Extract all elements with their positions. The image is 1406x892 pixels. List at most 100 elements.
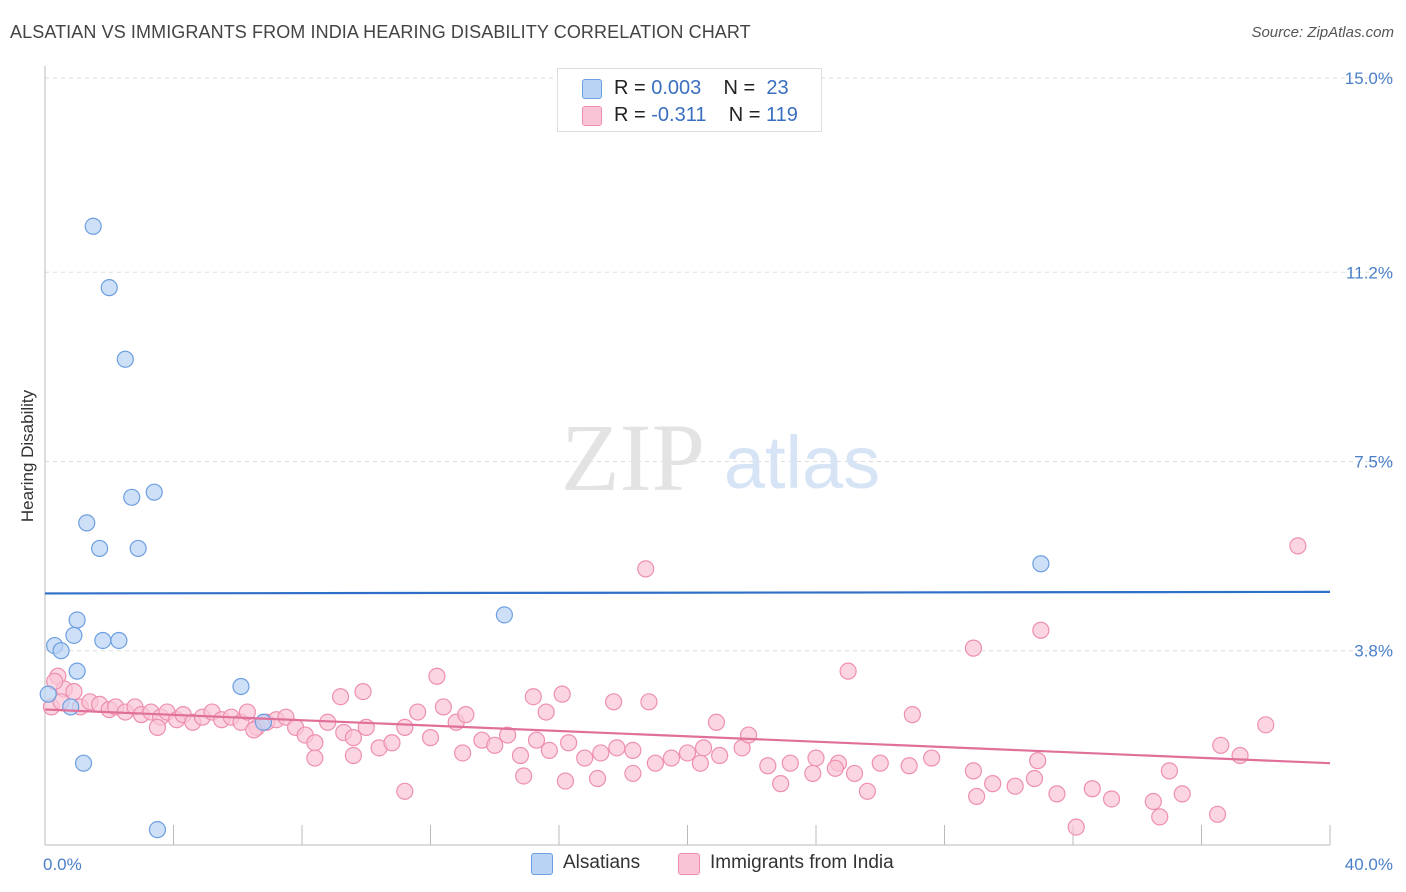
india-point: [662, 749, 681, 767]
india-point: [964, 639, 983, 657]
india-point: [1212, 736, 1230, 754]
india-point: [148, 718, 167, 736]
india-point: [537, 703, 555, 721]
india-point: [781, 754, 799, 772]
india-point: [396, 782, 414, 800]
watermark-zip: ZIP: [561, 404, 705, 511]
india-point: [65, 682, 83, 701]
india-point: [331, 688, 350, 706]
alsatian-swatch: [531, 853, 553, 875]
legend-r-value: -0.311: [651, 104, 707, 126]
alsatian-point: [65, 626, 83, 644]
india-point: [1029, 752, 1047, 770]
legend-r-label: R =: [614, 77, 652, 99]
trend-lines: [44, 590, 1331, 765]
watermark: ZIP atlas: [561, 404, 880, 511]
india-point: [694, 739, 713, 757]
india-point: [556, 772, 575, 790]
india-point: [434, 698, 452, 716]
india-point: [421, 729, 440, 747]
axes: [44, 66, 1331, 846]
india-point: [1289, 537, 1307, 555]
india-point: [646, 754, 664, 772]
india-point: [637, 560, 655, 578]
watermark-atlas: atlas: [724, 421, 880, 504]
india-point: [1067, 818, 1085, 836]
india-point: [678, 744, 697, 762]
alsatian-point: [1032, 555, 1050, 573]
y-tick-label: 3.8%: [1354, 642, 1393, 661]
india-point: [804, 764, 822, 783]
x-tick-label: 40.0%: [1345, 855, 1393, 874]
india-point: [772, 775, 790, 793]
india-point: [691, 754, 709, 772]
india-swatch: [678, 853, 700, 875]
india-point: [1083, 780, 1101, 798]
india-point: [923, 749, 941, 767]
legend-r-value: 0.003: [651, 77, 702, 99]
india-point: [1006, 777, 1024, 795]
india-point: [711, 746, 729, 765]
bottom-legend-label: Immigrants from India: [710, 852, 894, 873]
india-point: [624, 764, 642, 783]
x-tick-label: 0.0%: [43, 855, 82, 874]
india-point: [1231, 746, 1249, 765]
india-point: [592, 744, 610, 762]
india-point: [640, 693, 658, 711]
india-point: [576, 749, 594, 767]
source-credit: Source: ZipAtlas.com: [1251, 24, 1394, 41]
alsatian-point: [123, 488, 141, 506]
india-point: [826, 759, 844, 777]
legend-r-label: R =: [614, 104, 652, 126]
alsatian-point: [62, 698, 80, 716]
alsatian-points: [39, 217, 1050, 839]
india-point: [344, 729, 362, 747]
india-point: [1032, 621, 1050, 639]
india-point: [486, 736, 504, 754]
alsatian-point: [52, 642, 70, 660]
india-point: [1144, 792, 1162, 811]
india-point: [1151, 808, 1169, 826]
india-point: [858, 782, 877, 800]
y-axis-label: Hearing Disability: [18, 389, 37, 522]
india-point: [527, 731, 546, 749]
india-point: [1173, 785, 1191, 803]
india-point: [739, 726, 758, 744]
chart-title: ALSATIAN VS IMMIGRANTS FROM INDIA HEARIN…: [10, 22, 751, 42]
alsatian-point: [495, 606, 513, 624]
alsatian-point: [116, 350, 134, 368]
india-point: [1025, 769, 1044, 788]
alsatian-point: [254, 713, 273, 731]
india-point: [383, 734, 401, 752]
india-point: [511, 746, 530, 765]
bottom-legend-label: Alsatians: [563, 852, 641, 873]
india-point: [964, 762, 983, 780]
alsatian-point: [68, 611, 86, 629]
alsatian-point: [145, 483, 163, 501]
india-trend-line: [44, 708, 1331, 765]
gridlines: [45, 77, 1395, 652]
alsatian-point: [84, 217, 102, 235]
india-point: [540, 741, 558, 760]
india-point: [984, 775, 1002, 793]
alsatian-point: [74, 754, 93, 772]
india-point: [1048, 785, 1066, 803]
india-point: [428, 667, 446, 685]
india-point: [354, 682, 372, 701]
india-point: [608, 739, 626, 757]
alsatian-trend-line: [44, 590, 1331, 595]
india-point: [396, 718, 414, 736]
india-point: [871, 754, 889, 772]
india-point: [409, 703, 427, 721]
y-tick-label: 11.2%: [1346, 263, 1393, 282]
legend-n-label: N =: [728, 104, 766, 126]
legend-n-label: N =: [723, 77, 761, 99]
alsatian-point: [39, 685, 57, 703]
correlation-legend: R = 0.003 N = 23 R = -0.311 N = 119: [557, 68, 822, 132]
alsatian-point: [68, 662, 86, 680]
india-point: [515, 767, 533, 785]
alsatian-point: [94, 631, 112, 650]
alsatian-point: [91, 539, 109, 558]
alsatian-point: [129, 539, 147, 558]
